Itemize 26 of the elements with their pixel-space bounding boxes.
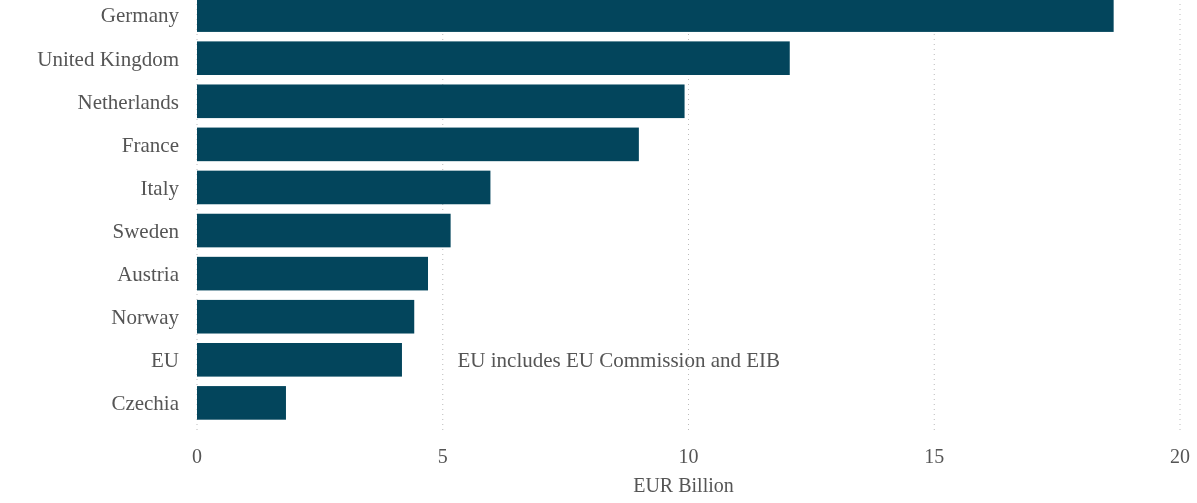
bar [197, 386, 286, 420]
x-tick-label: 20 [1170, 445, 1190, 467]
y-tick-label: Sweden [112, 218, 180, 243]
y-tick-label: France [121, 132, 179, 157]
y-tick-label: Netherlands [77, 89, 179, 114]
annotation: EU includes EU Commission and EIB [457, 348, 781, 373]
bar [197, 170, 491, 205]
x-axis-title: EUR Billion [633, 474, 734, 496]
y-tick-label: EU [151, 348, 179, 373]
x-tick-label: 10 [678, 445, 699, 467]
bar [197, 299, 415, 334]
y-tick-label: Italy [140, 175, 180, 200]
y-tick-label: United Kingdom [37, 46, 179, 71]
x-tick-label: 5 [437, 445, 448, 467]
y-tick-label: Czechia [111, 391, 180, 416]
bar [197, 41, 790, 75]
x-tick-label: 15 [924, 445, 945, 467]
bar [197, 343, 402, 377]
x-tick-label: 0 [192, 445, 202, 467]
y-tick-label: Austria [117, 261, 180, 286]
y-tick-label: Norway [111, 305, 180, 330]
bar [197, 213, 451, 248]
bar [197, 127, 639, 162]
bar [197, 84, 685, 119]
bar [197, 256, 429, 291]
y-tick-label: Germany [100, 3, 180, 28]
